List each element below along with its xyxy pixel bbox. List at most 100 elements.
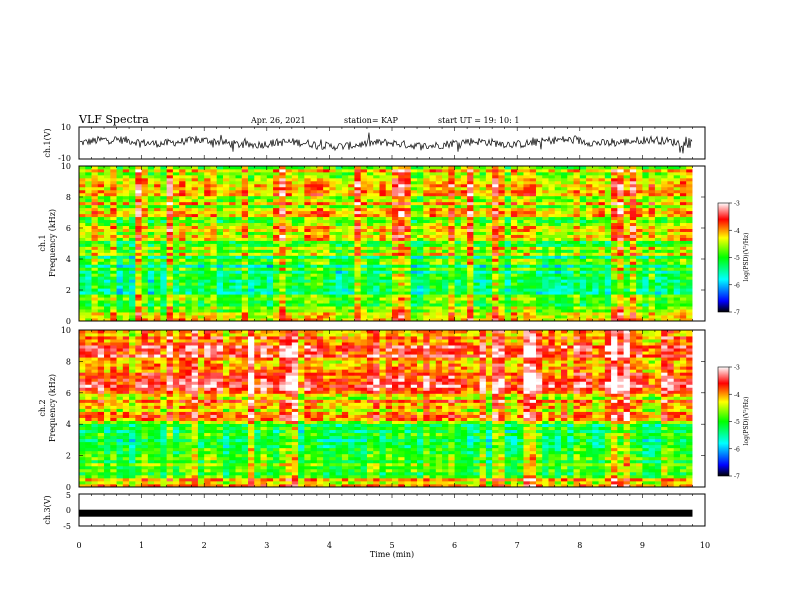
spectrogram-cell — [629, 264, 637, 268]
spectrogram-cell — [341, 294, 349, 298]
spectrogram-cell — [642, 282, 650, 286]
spectrogram-cell — [429, 213, 437, 218]
spectrogram-cell — [611, 315, 618, 319]
spectrogram-cell — [604, 195, 612, 200]
spectrogram-cell — [85, 210, 92, 215]
spectrogram-cell — [298, 249, 305, 253]
spectrogram-cell — [197, 312, 205, 316]
spectrogram-cell — [567, 222, 574, 227]
spectrogram-cell — [104, 318, 111, 322]
spectrogram-cell — [310, 171, 318, 176]
spectrogram-cell — [141, 183, 149, 188]
spectrogram-cell — [392, 198, 399, 203]
spectrogram-cell — [304, 246, 312, 250]
spectrogram-cell — [235, 228, 243, 232]
spectrogram-cell — [410, 258, 418, 262]
spectrogram-cell — [310, 213, 318, 218]
spectrogram-cell — [479, 318, 487, 322]
spectrogram-cell — [85, 264, 92, 268]
spectrogram-cell — [329, 195, 337, 200]
spectrogram-cell — [191, 237, 199, 241]
spectrogram-cell — [467, 252, 474, 256]
spectrogram-cell — [197, 270, 205, 274]
spectrogram-cell — [191, 300, 199, 304]
spectrogram-cell — [116, 219, 124, 224]
spectrogram-cell — [435, 285, 443, 289]
spectrogram-cell — [442, 174, 449, 179]
spectrogram-cell — [504, 171, 512, 176]
spectrogram-cell — [392, 273, 399, 277]
spectrogram-cell — [554, 303, 562, 307]
spectrogram-cell — [642, 225, 650, 229]
spectrogram-cell — [554, 168, 562, 173]
spectrogram-cell — [179, 204, 186, 209]
spectrogram-cell — [179, 252, 186, 256]
spectrogram-cell — [542, 282, 549, 286]
spectrogram-cell — [279, 213, 286, 218]
spectrogram-cell — [97, 255, 105, 259]
spectrogram-cell — [604, 255, 612, 259]
spectrogram-cell — [85, 285, 92, 289]
spectrogram-cell — [279, 303, 286, 307]
spectrogram-cell — [222, 207, 230, 212]
spectrogram-cell — [197, 252, 205, 256]
spectrogram-cell — [254, 270, 261, 274]
spectrogram-cell — [110, 174, 117, 179]
spectrogram-cell — [279, 309, 286, 313]
spectrogram-cell — [341, 243, 349, 247]
spectrogram-cell — [379, 258, 387, 262]
spectrogram-cell — [435, 249, 443, 253]
spectrogram-cell — [285, 180, 293, 185]
spectrogram-cell — [248, 201, 255, 206]
spectrogram-cell — [454, 201, 462, 206]
spectrogram-cell — [229, 285, 236, 289]
spectrogram-cell — [579, 228, 587, 232]
spectrogram-cell — [91, 237, 99, 241]
spectrogram-cell — [335, 276, 343, 280]
spectrogram-cell — [160, 213, 168, 218]
spectrogram-cell — [329, 270, 337, 274]
spectrogram-cell — [492, 225, 499, 229]
spectrogram-cell — [147, 276, 155, 280]
spectrogram-cell — [661, 186, 668, 191]
spectrogram-cell — [154, 300, 161, 304]
spectrogram-cell — [442, 270, 449, 274]
spectrogram-cell — [567, 198, 574, 203]
spectrogram-cell — [423, 222, 430, 227]
spectrogram-cell — [129, 237, 136, 241]
spectrogram-cell — [222, 198, 230, 203]
spectrogram-cell — [592, 258, 599, 262]
spectrogram-cell — [229, 216, 236, 221]
spectrogram-cell — [579, 303, 587, 307]
spectrogram-cell — [410, 234, 418, 238]
spectrogram-cell — [366, 192, 374, 197]
spectrogram-cell — [479, 198, 487, 203]
spectrogram-cell — [529, 300, 537, 304]
spectrogram-cell — [579, 234, 587, 238]
spectrogram-cell — [623, 249, 631, 253]
spectrogram-cell — [110, 195, 117, 200]
spectrogram-cell — [598, 195, 606, 200]
spectrogram-cell — [573, 198, 581, 203]
spectrogram-cell — [598, 288, 606, 292]
spectrogram-cell — [91, 210, 99, 215]
spectrogram-cell — [185, 198, 193, 203]
spectrogram-cell — [648, 297, 656, 301]
spectrogram-cell — [172, 258, 180, 262]
spectrogram-cell — [492, 201, 499, 206]
spectrogram-cell — [629, 270, 637, 274]
spectrogram-cell — [617, 255, 625, 259]
spectrogram-cell — [104, 177, 111, 182]
spectrogram-cell — [85, 312, 92, 316]
spectrogram-cell — [329, 306, 337, 310]
spectrogram-cell — [654, 273, 662, 277]
spectrogram-cell — [479, 216, 487, 221]
spectrogram-cell — [654, 258, 662, 262]
spectrogram-cell — [623, 282, 631, 286]
spectrogram-cell — [229, 166, 236, 170]
spectrogram-cell — [341, 228, 349, 232]
spectrogram-cell — [135, 249, 142, 253]
spectrogram-cell — [254, 252, 261, 256]
spectrogram-cell — [266, 180, 274, 185]
spectrogram-cell — [116, 282, 124, 286]
